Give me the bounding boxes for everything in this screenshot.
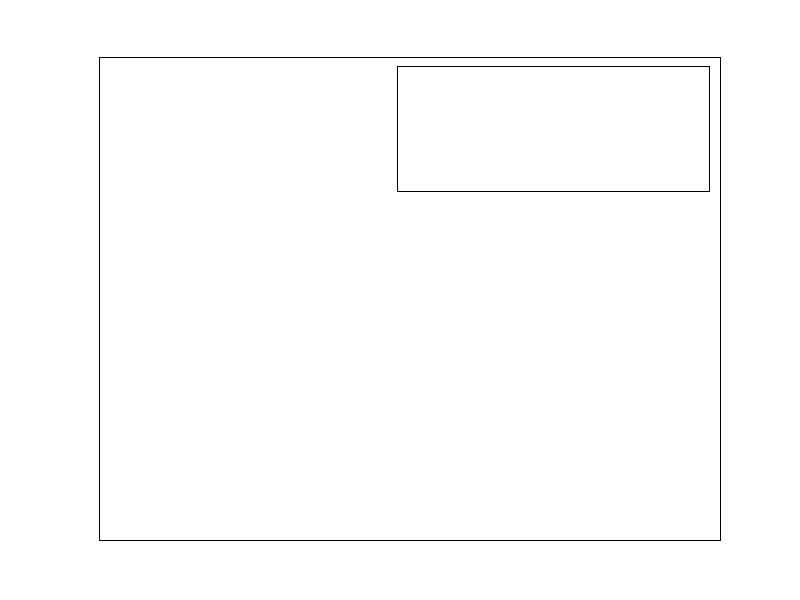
legend-box — [397, 66, 710, 192]
